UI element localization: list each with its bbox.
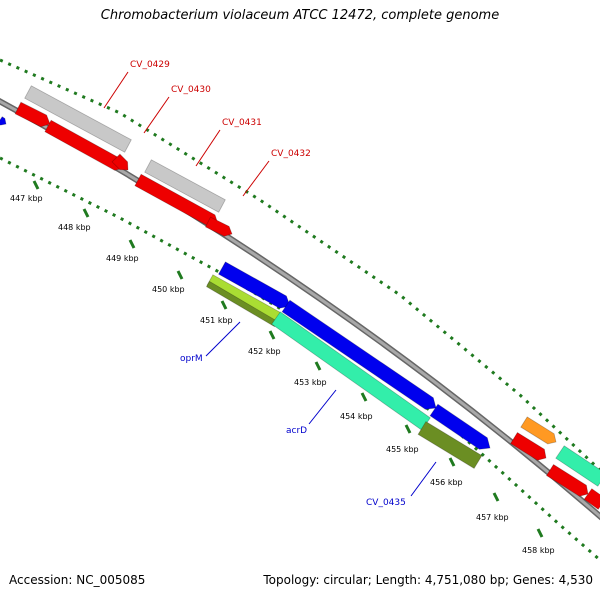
gene-label-cv-0435: CV_0435: [366, 498, 406, 508]
tick-label: 452 kbp: [248, 347, 281, 356]
tick-mark: [448, 457, 456, 467]
tick-mark: [220, 300, 228, 310]
edge-gene-red-2: [545, 463, 589, 497]
gene-label-acrd: acrD: [286, 426, 307, 436]
leader-line-cv-0429: [103, 71, 129, 109]
tick-label: 449 kbp: [106, 254, 139, 263]
tick-mark: [404, 424, 412, 434]
feature-tracks: [0, 85, 600, 510]
tick-label: 455 kbp: [386, 445, 419, 454]
forward-gene-red-1: [14, 101, 51, 128]
forward-gene-red-5: [204, 216, 233, 237]
reverse-gene-blue-1: [218, 261, 291, 309]
forward-gene-gray-1: [24, 85, 132, 153]
tick-label: 450 kbp: [152, 285, 185, 294]
outer-dot-track: [0, 58, 600, 472]
edge-gene-blue: [0, 116, 7, 126]
leader-line-cv-0432: [242, 160, 270, 197]
tick-mark: [492, 492, 500, 502]
leader-line-cv-0430: [143, 96, 170, 134]
forward-gene-red-3: [111, 153, 129, 171]
map-title: Chromobacterium violaceum ATCC 12472, co…: [100, 8, 500, 23]
tick-mark: [314, 361, 322, 371]
reverse-gene-olive-2: [417, 421, 483, 469]
leader-line-acrd: [308, 389, 337, 425]
forward-gene-red-4: [134, 173, 219, 227]
tick-label: 454 kbp: [340, 412, 373, 421]
tick-label: 447 kbp: [10, 194, 43, 203]
edge-gene-red-3: [583, 488, 600, 510]
tick-mark: [536, 528, 544, 538]
tick-label: 453 kbp: [294, 378, 327, 387]
inner-dot-track: [0, 156, 600, 562]
tick-mark: [268, 330, 276, 340]
reverse-gene-blue-3: [429, 403, 491, 450]
forward-gene-gray-2: [144, 159, 226, 213]
leader-line-cv-0435: [410, 461, 437, 497]
gene-label-cv-0432: CV_0432: [271, 149, 311, 159]
tick-label: 448 kbp: [58, 223, 91, 232]
leader-line-cv-0431: [195, 129, 221, 167]
accession-text: Accession: NC_005085: [9, 573, 146, 587]
tick-label: 451 kbp: [200, 316, 233, 325]
gene-label-oprm: oprM: [180, 354, 203, 364]
edge-gene-red-1: [510, 431, 547, 461]
tick-mark: [360, 392, 368, 402]
genome-summary-text: Topology: circular; Length: 4,751,080 bp…: [263, 573, 593, 587]
tick-label: 456 kbp: [430, 478, 463, 487]
tick-mark: [82, 208, 90, 218]
tick-mark: [176, 270, 184, 280]
leader-line-oprm: [205, 321, 241, 357]
gene-label-cv-0429: CV_0429: [130, 60, 170, 70]
tick-mark: [32, 180, 40, 190]
gene-label-cv-0431: CV_0431: [222, 118, 262, 128]
reverse-gene-teal: [271, 311, 431, 431]
edge-gene-orange: [520, 416, 557, 445]
label-layer: 447 kbp 448 kbp 449 kbp 450 kbp 451 kbp 452 k…: [10, 60, 555, 555]
tick-label: 457 kbp: [476, 513, 509, 522]
gene-label-cv-0430: CV_0430: [171, 85, 211, 95]
reverse-gene-blue-2: [281, 299, 437, 410]
edge-gene-teal: [555, 445, 600, 487]
tick-mark: [128, 239, 136, 249]
tick-label: 458 kbp: [522, 546, 555, 555]
